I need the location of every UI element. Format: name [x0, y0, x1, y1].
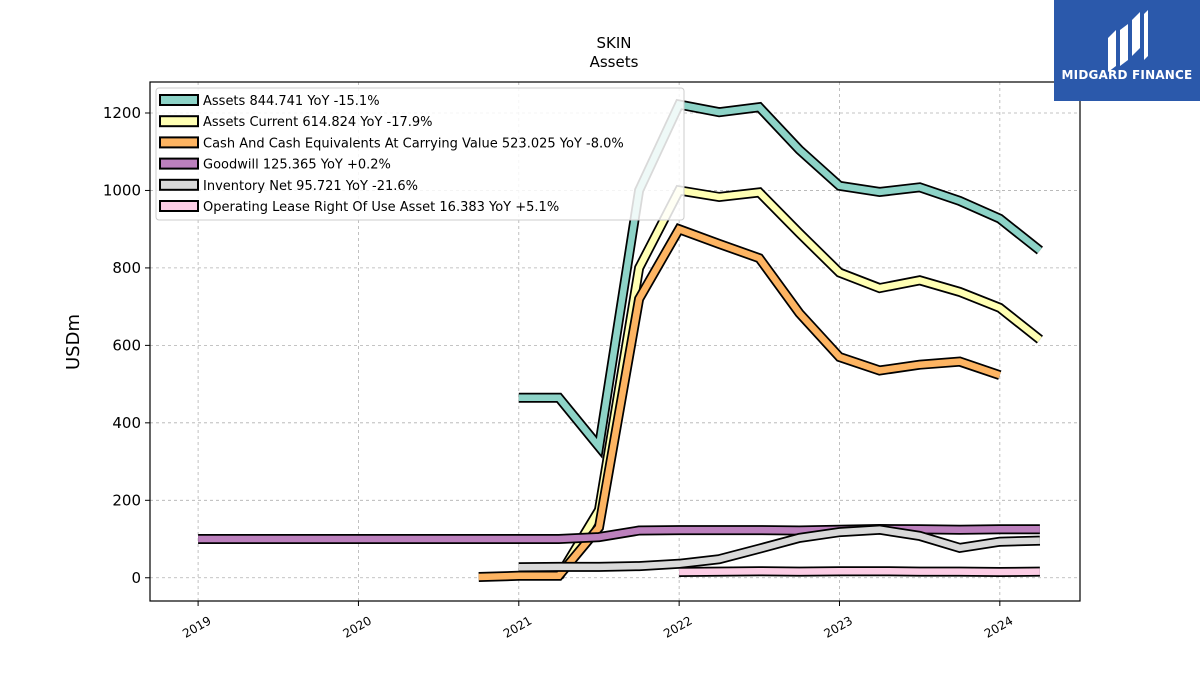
series-line	[556, 186, 1042, 579]
legend-swatch	[159, 136, 199, 149]
series-line	[679, 567, 1040, 576]
x-tick-label: 2023	[822, 613, 855, 640]
series-line	[518, 100, 1042, 455]
legend-label: Inventory Net 95.721 YoY -21.6%	[203, 179, 418, 194]
legend-label: Cash And Cash Equivalents At Carrying Va…	[203, 136, 624, 151]
x-tick-label: 2020	[340, 613, 373, 640]
y-tick-label: 600	[112, 336, 141, 354]
legend-label: Goodwill 125.365 YoY +0.2%	[203, 158, 391, 173]
legend-swatch	[159, 115, 199, 128]
legend-swatch	[159, 200, 199, 212]
x-tick-label: 2024	[982, 613, 1015, 640]
legend-box	[155, 87, 685, 221]
chart-subtitle: Assets	[590, 53, 639, 71]
logo-mark-icon	[1108, 10, 1148, 72]
legend-swatch	[159, 94, 199, 106]
midgard-finance-logo: MIDGARD FINANCE	[1054, 0, 1200, 101]
y-tick-label: 200	[112, 491, 141, 509]
y-tick-label: 1000	[103, 181, 141, 199]
legend-swatch	[159, 178, 199, 191]
y-tick-label: 0	[131, 569, 141, 587]
legend-label: Operating Lease Right Of Use Asset 16.38…	[203, 200, 559, 215]
y-tick-label: 1200	[103, 104, 141, 122]
logo-text: MIDGARD FINANCE	[1061, 68, 1193, 82]
x-tick-label: 2022	[661, 613, 694, 640]
legend-label: Assets 844.741 YoY -15.1%	[203, 94, 380, 109]
legend-label: Assets Current 614.824 YoY -17.9%	[203, 115, 433, 130]
legend: Assets 844.741 YoY -15.1% Assets Current …	[155, 87, 685, 221]
series-line	[518, 526, 1040, 571]
series-layer	[198, 98, 1044, 582]
x-tick-label: 2019	[180, 613, 213, 640]
y-tick-label: 400	[112, 414, 141, 432]
plot-frame	[149, 81, 1081, 602]
y-axis-label: USDm	[63, 314, 84, 370]
y-tick-label: 800	[112, 259, 141, 277]
legend-swatch	[159, 157, 199, 170]
chart-title: SKIN	[596, 34, 631, 52]
x-tick-label: 2021	[501, 613, 534, 640]
